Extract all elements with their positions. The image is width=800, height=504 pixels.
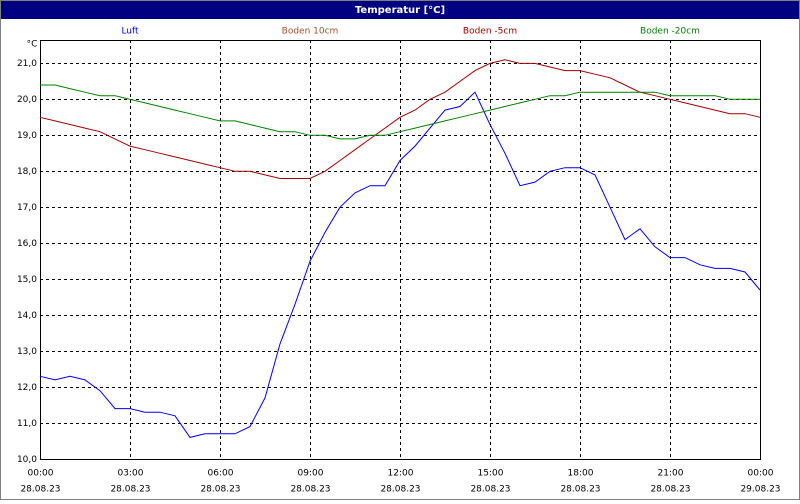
y-tick-label: 21,0	[17, 59, 37, 69]
legend-entry: Boden -20cm	[640, 27, 700, 37]
x-tick-date: 28.08.23	[560, 485, 600, 495]
legend-entry: Luft	[121, 27, 139, 37]
x-tick-date: 28.08.23	[200, 485, 240, 495]
y-tick-label: 13,0	[17, 347, 37, 357]
title-bar	[1, 1, 799, 19]
legend-entry: Boden 10cm	[282, 27, 339, 37]
x-tick-label: 00:00	[748, 469, 774, 479]
x-tick-date: 28.08.23	[380, 485, 420, 495]
x-tick-date: 28.08.23	[470, 485, 510, 495]
y-tick-label: 10,0	[17, 455, 37, 465]
x-tick-label: 21:00	[658, 469, 684, 479]
y-tick-label: 14,0	[17, 311, 37, 321]
x-tick-label: 06:00	[208, 469, 234, 479]
y-tick-label: 17,0	[17, 203, 37, 213]
x-tick-label: 15:00	[478, 469, 504, 479]
x-tick-date: 28.08.23	[290, 485, 330, 495]
x-tick-label: 09:00	[298, 469, 324, 479]
y-tick-label: 11,0	[17, 419, 37, 429]
series-line	[40, 84, 760, 140]
x-tick-date: 28.08.23	[20, 485, 60, 495]
x-tick-label: 03:00	[118, 469, 144, 479]
y-tick-label: 12,0	[17, 383, 37, 393]
x-tick-date: 29.08.23	[740, 485, 780, 495]
x-tick-date: 28.08.23	[650, 485, 690, 495]
legend-entry: Boden -5cm	[463, 27, 517, 37]
plot-border	[40, 40, 761, 460]
chart-title: Temperatur [°C]	[355, 5, 445, 16]
y-tick-label: 19,0	[17, 131, 37, 141]
x-tick-label: 12:00	[388, 469, 414, 479]
y-tick-label: 16,0	[17, 239, 37, 249]
x-tick-date: 28.08.23	[110, 485, 150, 495]
series-line	[39, 91, 761, 438]
y-tick-label: 18,0	[17, 167, 37, 177]
y-tick-label: 20,0	[17, 95, 37, 105]
y-unit-label: °C	[27, 40, 38, 50]
x-tick-label: 00:00	[28, 469, 54, 479]
x-tick-label: 18:00	[568, 469, 594, 479]
y-tick-label: 15,0	[17, 275, 37, 285]
